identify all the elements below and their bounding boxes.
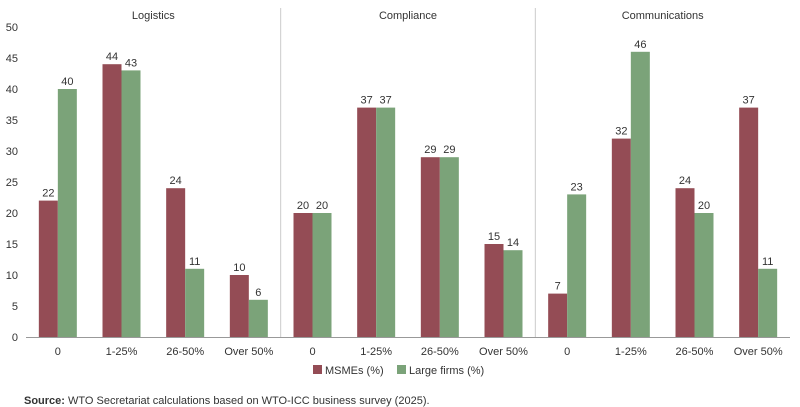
data-label: 29	[443, 144, 455, 156]
data-label: 32	[615, 126, 627, 138]
bar-msme	[739, 107, 759, 337]
data-label: 22	[42, 188, 54, 200]
data-label: 24	[170, 175, 182, 187]
data-label: 37	[361, 95, 373, 107]
panel-title: Compliance	[379, 10, 437, 22]
data-label: 37	[743, 95, 755, 107]
category-label: 0	[55, 346, 61, 358]
data-label: 14	[507, 237, 519, 249]
bar-msme	[484, 244, 504, 337]
legend-label-msme: MSMEs (%)	[325, 365, 384, 377]
category-label: 26-50%	[676, 346, 714, 358]
panel-title: Communications	[622, 10, 704, 22]
data-label: 20	[297, 200, 309, 212]
data-label: 20	[698, 200, 710, 212]
data-label: 23	[571, 181, 583, 193]
source-label: Source:	[24, 395, 65, 407]
bar-msme	[675, 188, 695, 337]
bar-msme	[38, 200, 58, 337]
data-label: 6	[255, 287, 261, 299]
y-tick-label: 30	[6, 146, 18, 158]
category-label: 26-50%	[421, 346, 459, 358]
data-label: 40	[61, 76, 73, 88]
legend-label-large-firms: Large firms (%)	[409, 365, 484, 377]
bar-msme	[548, 293, 568, 337]
bar-large-firms	[57, 89, 77, 337]
data-label: 24	[679, 175, 691, 187]
y-tick-label: 0	[12, 332, 18, 344]
bar-msme	[420, 157, 440, 337]
y-tick-label: 10	[6, 270, 18, 282]
panel-title: Logistics	[132, 10, 175, 22]
bar-large-firms	[248, 299, 268, 337]
bar-large-firms	[630, 51, 650, 338]
data-label: 10	[233, 262, 245, 274]
data-label: 29	[424, 144, 436, 156]
data-label: 43	[125, 57, 137, 69]
y-tick-label: 25	[6, 177, 18, 189]
bar-large-firms	[376, 107, 396, 337]
data-label: 20	[316, 200, 328, 212]
bar-msme	[357, 107, 377, 337]
bar-msme	[293, 213, 313, 337]
y-tick-label: 20	[6, 208, 18, 220]
category-label: 26-50%	[166, 346, 204, 358]
bar-msme	[611, 138, 631, 337]
category-label: 1-25%	[106, 346, 138, 358]
bar-large-firms	[758, 268, 778, 337]
y-tick-label: 50	[6, 22, 18, 34]
bar-msme	[102, 64, 122, 337]
data-label: 37	[380, 95, 392, 107]
bar-large-firms	[694, 213, 714, 337]
y-tick-label: 15	[6, 239, 18, 251]
bar-msme	[229, 275, 249, 337]
bar-large-firms	[121, 70, 141, 338]
y-tick-label: 45	[6, 53, 18, 65]
category-label: Over 50%	[224, 346, 273, 358]
y-tick-label: 5	[12, 301, 18, 313]
category-label: Over 50%	[479, 346, 528, 358]
bar-large-firms	[503, 250, 523, 337]
bar-large-firms	[185, 268, 205, 337]
y-tick-label: 35	[6, 115, 18, 127]
legend-swatch-msme	[313, 365, 322, 374]
category-label: 0	[309, 346, 315, 358]
category-label: 1-25%	[615, 346, 647, 358]
data-label: 11	[762, 256, 773, 268]
category-label: Over 50%	[734, 346, 783, 358]
bar-msme	[166, 188, 186, 337]
data-label: 46	[634, 39, 646, 51]
legend-swatch-large-firms	[397, 365, 406, 374]
data-label: 11	[189, 256, 200, 268]
bar-large-firms	[439, 157, 459, 337]
data-label: 44	[106, 51, 118, 63]
category-label: 0	[564, 346, 570, 358]
bar-large-firms	[312, 213, 332, 337]
source-text: WTO Secretariat calculations based on WT…	[64, 395, 430, 407]
bar-large-firms	[567, 194, 587, 337]
data-label: 7	[555, 281, 561, 293]
source-note: Source: WTO Secretariat calculations bas…	[24, 395, 430, 407]
data-label: 15	[488, 231, 500, 243]
category-label: 1-25%	[360, 346, 392, 358]
y-tick-label: 40	[6, 84, 18, 96]
